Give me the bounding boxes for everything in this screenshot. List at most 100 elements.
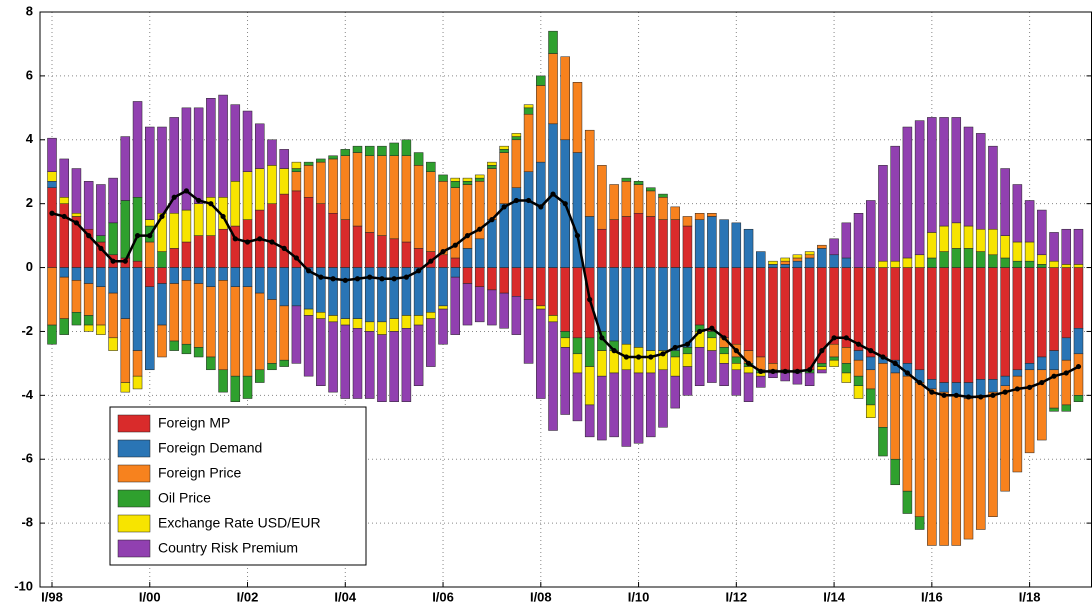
bar-segment (658, 193, 668, 198)
bar-segment (1012, 184, 1023, 243)
bar-segment (975, 251, 986, 268)
legend-swatch (117, 489, 151, 508)
total-point (489, 217, 495, 223)
bar-segment (560, 337, 570, 348)
total-point (86, 233, 92, 239)
bar-segment (621, 369, 632, 447)
bar-segment (756, 375, 766, 388)
total-point (672, 344, 678, 351)
total-point (183, 188, 190, 194)
bar-segment (1012, 241, 1023, 262)
bar-segment (584, 216, 595, 268)
bar-segment (682, 267, 693, 348)
bar-segment (389, 267, 399, 319)
bar-segment (939, 117, 949, 227)
bar-segment (829, 267, 839, 345)
bar-segment (206, 286, 216, 358)
bar-segment (646, 190, 656, 217)
bar-segment (743, 267, 754, 351)
bar-segment (890, 145, 900, 262)
bar-segment (865, 267, 876, 358)
bar-segment (206, 235, 216, 268)
bar-segment (707, 267, 717, 332)
bar-segment (377, 155, 387, 236)
bar-segment (829, 238, 839, 256)
legend-swatch (117, 414, 151, 433)
bar-segment (536, 161, 546, 268)
bar-segment (988, 228, 998, 256)
bar-segment (951, 222, 962, 249)
bar-segment (96, 267, 106, 287)
total-point (403, 274, 409, 280)
bar-segment (988, 379, 998, 393)
bar-segment (694, 267, 705, 326)
bar-segment (756, 267, 766, 358)
y-tick-label: -4 (21, 387, 33, 402)
total-point (513, 197, 519, 204)
total-point (648, 354, 654, 360)
bar-segment (401, 328, 412, 402)
bar-segment (1024, 260, 1035, 268)
bar-segment (83, 283, 94, 316)
bar-segment (59, 158, 69, 198)
total-point (98, 245, 104, 251)
bar-segment (841, 372, 852, 383)
total-point (1063, 370, 1069, 376)
bar-segment (71, 280, 82, 313)
x-tick-label: I/08 (530, 589, 552, 604)
bar-segment (646, 350, 656, 374)
bar-segment (340, 318, 351, 326)
bar-segment (206, 356, 216, 371)
bar-segment (780, 264, 790, 268)
bar-segment (841, 347, 852, 364)
total-point (257, 236, 263, 242)
total-point (379, 276, 385, 282)
bar-segment (328, 155, 338, 160)
bar-segment (609, 267, 619, 342)
total-point (709, 325, 715, 331)
bar-segment (230, 181, 241, 227)
bar-segment (108, 222, 118, 256)
bar-segment (670, 206, 680, 220)
bar-segment (694, 347, 705, 386)
bar-segment (303, 315, 314, 377)
bar-segment (83, 181, 94, 230)
bar-segment (426, 267, 436, 313)
bar-segment (597, 267, 607, 332)
bar-segment (377, 235, 387, 268)
bar-segment (939, 251, 949, 268)
bar-segment (181, 209, 192, 243)
bar-segment (780, 372, 790, 382)
bar-segment (169, 213, 179, 249)
bar-segment (352, 267, 363, 319)
bar-segment (145, 126, 155, 220)
bar-segment (963, 267, 974, 383)
legend: Foreign MP Foreign Demand Foreign Price Oil… (109, 406, 367, 566)
total-point (1027, 384, 1033, 390)
bar-segment (474, 174, 485, 179)
bar-segment (719, 363, 729, 386)
bar-segment (254, 292, 265, 371)
bar-segment (865, 356, 876, 371)
x-tick-label: I/12 (725, 589, 747, 604)
bar-segment (584, 404, 595, 438)
legend-label: Exchange Rate USD/EUR (158, 515, 321, 531)
x-tick-label: I/04 (334, 589, 356, 604)
total-point (452, 242, 458, 248)
total-point (171, 194, 177, 200)
total-point (464, 233, 471, 239)
total-point (941, 392, 947, 398)
bar-segment (120, 382, 131, 393)
bar-segment (218, 369, 228, 393)
bar-segment (1061, 264, 1072, 268)
total-point (208, 201, 214, 207)
bar-segment (499, 292, 509, 329)
bar-segment (878, 260, 888, 268)
bar-segment (694, 219, 705, 268)
bar-segment (707, 331, 717, 339)
bar-segment (169, 267, 179, 284)
bar-segment (1000, 385, 1010, 492)
bar-segment (328, 158, 338, 214)
bar-segment (511, 133, 522, 137)
total-point (354, 276, 361, 282)
